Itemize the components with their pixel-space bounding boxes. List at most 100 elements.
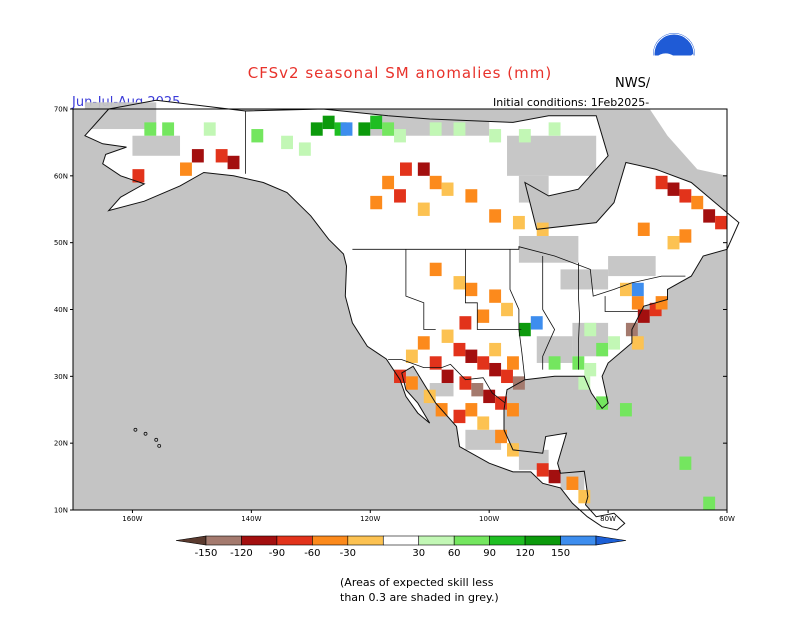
anomaly-cell — [453, 342, 466, 357]
anomaly-cell — [400, 162, 412, 176]
anomaly-cell — [667, 182, 680, 196]
legend-label: 90 — [483, 548, 496, 559]
anomaly-cell — [459, 316, 472, 330]
anomaly-cell — [358, 122, 371, 136]
anomaly-cell — [631, 336, 644, 350]
anomaly-cell — [655, 175, 668, 190]
low-skill-area — [132, 135, 181, 156]
legend-swatch — [382, 535, 420, 546]
anomaly-cell — [298, 142, 311, 156]
anomaly-cell — [417, 162, 430, 176]
anomaly-cell — [501, 369, 513, 384]
hawaii-island — [133, 427, 138, 432]
anomaly-cell — [251, 129, 264, 143]
political-border — [578, 262, 581, 370]
political-border — [542, 256, 556, 370]
anomaly-cell — [382, 122, 395, 136]
political-border — [352, 246, 686, 297]
anomaly-cell — [489, 362, 502, 377]
lon-tick-label: 60W — [719, 515, 735, 523]
anomaly-cell — [132, 169, 145, 183]
anomaly-cell — [453, 276, 466, 290]
hawaii-island — [157, 443, 162, 448]
lat-tick-label: 50N — [54, 239, 68, 247]
anomaly-cell — [584, 322, 597, 337]
political-border — [405, 249, 436, 330]
anomaly-cell — [215, 149, 228, 163]
legend-label: -60 — [304, 548, 320, 559]
anomaly-cell — [489, 342, 502, 357]
anomaly-cell — [578, 489, 591, 504]
anomaly-cell — [203, 122, 216, 136]
legend-label: -150 — [195, 548, 218, 559]
political-border — [388, 359, 506, 404]
anomaly-cell — [512, 215, 525, 230]
anomaly-cell — [667, 235, 680, 250]
legend-swatch — [453, 535, 490, 546]
anomaly-cell — [631, 296, 644, 310]
anomaly-cell — [619, 403, 632, 417]
anomaly-cell — [483, 389, 496, 404]
anomaly-cell — [465, 282, 478, 297]
anomaly-cell — [370, 115, 383, 130]
anomaly-cell — [477, 416, 490, 430]
anomaly-cell — [691, 195, 704, 210]
lat-tick-label: 10N — [54, 507, 68, 515]
legend-swatch — [560, 535, 597, 546]
greenland-land — [649, 55, 727, 176]
anomaly-cell — [441, 369, 454, 384]
legend-swatch — [276, 535, 313, 546]
north-america-land — [84, 100, 739, 531]
map-title: CFSv2 seasonal SM anomalies (mm) — [247, 64, 553, 82]
anomaly-cell — [489, 129, 502, 143]
anomaly-cells — [132, 115, 727, 510]
anomaly-cell — [518, 129, 531, 143]
color-legend: -150 -120 -90 -60 -30 30 60 90 120 150 — [175, 535, 627, 559]
anomaly-cell — [703, 496, 716, 510]
anomaly-cell — [180, 162, 192, 176]
anomaly-cell — [471, 383, 484, 397]
lon-tick-label: 100W — [479, 515, 499, 523]
legend-label: -120 — [230, 548, 253, 559]
anomaly-cell — [566, 476, 579, 490]
legend-label: 150 — [551, 548, 570, 559]
anomaly-cell — [596, 342, 609, 357]
hawaii-island — [143, 431, 148, 436]
anomaly-cell — [655, 296, 668, 310]
anomaly-cell — [429, 175, 442, 190]
skill-note-line-1: (Areas of expected skill less — [340, 576, 494, 589]
anomaly-cell — [370, 195, 383, 210]
anomaly-cell — [281, 135, 293, 150]
legend-swatch — [347, 535, 384, 546]
legend-label: 120 — [516, 548, 535, 559]
anomaly-cell — [465, 403, 478, 417]
anomaly-cell — [530, 316, 543, 330]
anomaly-cell — [405, 349, 418, 363]
anomaly-cell — [322, 115, 335, 130]
anomaly-cell — [495, 396, 508, 410]
anomaly-cell — [429, 356, 442, 370]
anomaly-cell — [679, 229, 692, 243]
anomaly-cell — [465, 189, 478, 203]
legend-label: 30 — [412, 548, 425, 559]
anomaly-cell — [507, 356, 519, 370]
political-border — [509, 249, 526, 380]
anomaly-cell — [679, 189, 692, 203]
low-skill-area — [465, 429, 502, 450]
lon-tick-label: 140W — [241, 515, 261, 523]
legend-swatch — [418, 535, 455, 546]
skill-note-line-2: than 0.3 are shaded in grey.) — [340, 591, 499, 604]
lon-tick-label: 80W — [600, 515, 616, 523]
anomaly-cell — [417, 202, 430, 216]
legend-swatch — [524, 535, 561, 546]
anomaly-cell — [548, 469, 561, 484]
anomaly-cell — [429, 262, 442, 277]
anomaly-cell — [477, 309, 490, 323]
legend-swatch — [205, 535, 242, 546]
lat-tick-label: 40N — [54, 306, 68, 314]
anomaly-cell — [631, 282, 644, 297]
anomaly-cell — [495, 429, 508, 444]
anomaly-cell — [703, 209, 716, 223]
anomaly-cell — [144, 122, 157, 136]
political-border — [465, 249, 522, 330]
